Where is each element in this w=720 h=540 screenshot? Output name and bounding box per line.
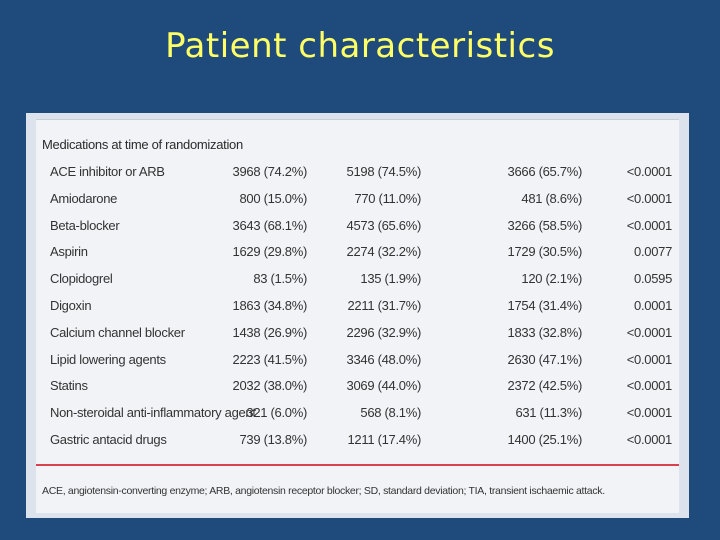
value-col-3: 1400 (25.1%) [507, 432, 583, 447]
value-col-2: 5198 (74.5%) [346, 164, 422, 179]
medication-name: Statins [50, 378, 88, 394]
value-col-2: 135 (1.9%) [360, 271, 421, 287]
value-col-3: 481 (8.6%) [521, 190, 582, 206]
value-col-3: 120 (2.1%) [521, 271, 582, 287]
slide-title: Patient characteristics [165, 26, 555, 66]
table-section-heading: Medications at time of randomization [42, 137, 243, 152]
table-row: Aspirin 1629 (29.8%) 2274 (32.2%) 1729 (30.… [36, 241, 679, 263]
value-col-2: 1211 (17.4%) [347, 432, 422, 447]
table-footnote: ACE, angiotensin-converting enzyme; ARB,… [42, 485, 605, 497]
medication-name: Aspirin [50, 244, 88, 260]
value-col-3: 3266 (58.5%) [507, 217, 583, 233]
value-col-2: 770 (11.0%) [354, 190, 421, 206]
value-col-3: 3666 (65.7%) [507, 164, 583, 179]
p-value: <0.0001 [626, 217, 673, 233]
value-col-1: 3643 (68.1%) [232, 217, 308, 233]
value-col-2: 568 (8.1%) [360, 405, 421, 421]
p-value: <0.0001 [626, 432, 673, 447]
table-row: Beta-blocker 3643 (68.1%) 4573 (65.6%) 3266… [36, 215, 679, 237]
table-row: Lipid lowering agents 2223 (41.5%) 3346 (4… [36, 349, 679, 371]
value-col-1: 3968 (74.2%) [232, 164, 308, 179]
medication-name: Non-steroidal anti-inflammatory agent [50, 405, 256, 421]
medications-table: Medications at time of randomization ACE… [36, 119, 679, 513]
table-row: Amiodarone 800 (15.0%) 770 (11.0%) 481 (8.6… [36, 188, 679, 210]
value-col-3: 631 (11.3%) [515, 405, 582, 421]
medication-name: Gastric antacid drugs [50, 432, 167, 447]
medications-table-image: Medications at time of randomization ACE… [26, 113, 689, 518]
table-row: Statins 2032 (38.0%) 3069 (44.0%) 2372 (42.… [36, 375, 679, 397]
table-row: Digoxin 1863 (34.8%) 2211 (31.7%) 1754 (31.… [36, 295, 679, 317]
p-value: <0.0001 [626, 405, 673, 421]
value-col-3: 1754 (31.4%) [507, 298, 583, 313]
value-col-3: 2372 (42.5%) [507, 378, 583, 394]
table-row: Clopidogrel 83 (1.5%) 135 (1.9%) 120 (2.1%)… [36, 268, 679, 290]
medication-name: Lipid lowering agents [50, 351, 166, 367]
value-col-1: 1629 (29.8%) [232, 244, 308, 260]
value-col-1: 83 (1.5%) [253, 271, 307, 287]
value-col-2: 3346 (48.0%) [346, 351, 422, 367]
medication-name: Clopidogrel [50, 271, 113, 287]
p-value: 0.0001 [634, 298, 672, 313]
value-col-2: 4573 (65.6%) [346, 217, 422, 233]
p-value: 0.0077 [634, 244, 672, 260]
value-col-2: 2296 (32.9%) [346, 324, 422, 340]
value-col-2: 2211 (31.7%) [347, 298, 422, 313]
medication-name: Amiodarone [50, 190, 118, 206]
medication-name: Beta-blocker [50, 217, 120, 233]
table-bottom-rule [36, 464, 679, 466]
medication-name: ACE inhibitor or ARB [50, 164, 165, 179]
value-col-1: 2223 (41.5%) [232, 351, 308, 367]
value-col-3: 1833 (32.8%) [507, 324, 583, 340]
p-value: <0.0001 [626, 324, 673, 340]
value-col-1: 1438 (26.9%) [232, 324, 308, 340]
value-col-1: 2032 (38.0%) [232, 378, 308, 394]
table-top-rule [36, 119, 679, 120]
table-row: Non-steroidal anti-inflammatory agent 321… [36, 402, 679, 424]
value-col-2: 2274 (32.2%) [346, 244, 422, 260]
value-col-3: 2630 (47.1%) [507, 351, 583, 367]
p-value: <0.0001 [626, 164, 673, 179]
table-row: ACE inhibitor or ARB 3968 (74.2%) 5198 (74… [36, 161, 679, 183]
value-col-1: 321 (6.0%) [246, 405, 307, 421]
value-col-1: 1863 (34.8%) [232, 298, 308, 313]
p-value: <0.0001 [626, 378, 673, 394]
value-col-2: 3069 (44.0%) [346, 378, 422, 394]
value-col-1: 800 (15.0%) [239, 190, 307, 206]
table-row: Gastric antacid drugs 739 (13.8%) 1211 (17… [36, 429, 679, 451]
value-col-1: 739 (13.8%) [239, 432, 307, 447]
value-col-3: 1729 (30.5%) [507, 244, 583, 260]
medication-name: Digoxin [50, 298, 92, 313]
p-value: <0.0001 [626, 351, 673, 367]
p-value: <0.0001 [626, 190, 673, 206]
p-value: 0.0595 [634, 271, 672, 287]
medication-name: Calcium channel blocker [50, 324, 185, 340]
table-row: Calcium channel blocker 1438 (26.9%) 2296 … [36, 322, 679, 344]
